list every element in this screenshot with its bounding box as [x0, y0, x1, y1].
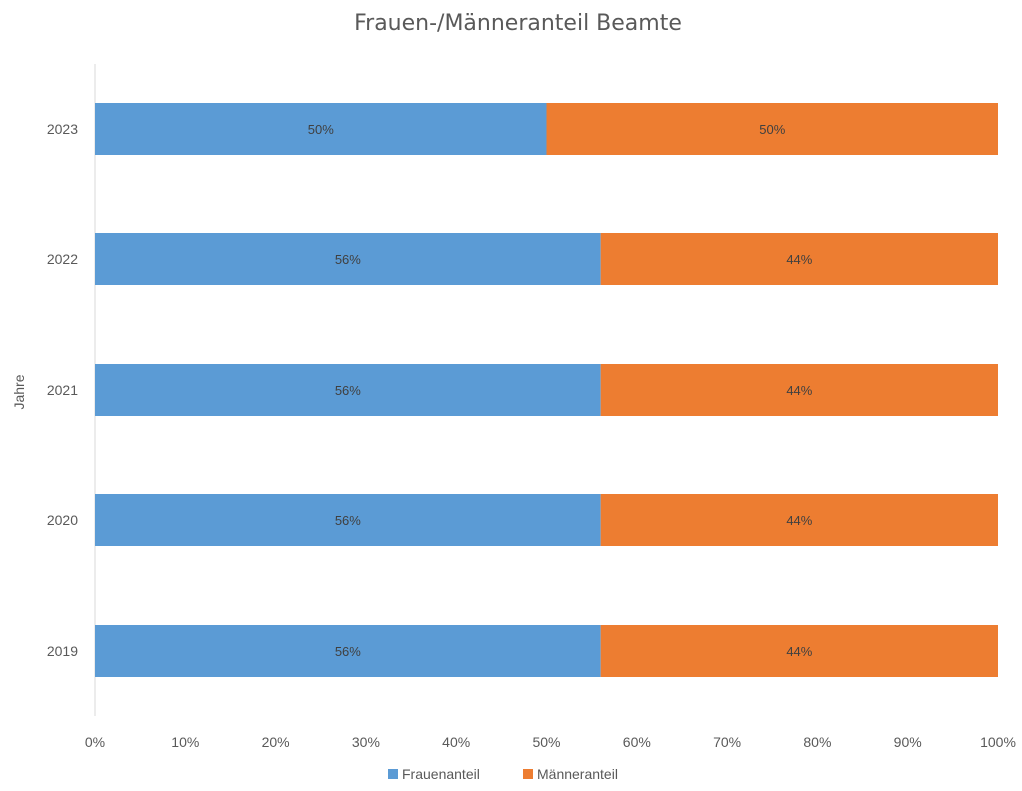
y-tick-labels: 2023 2022 2021 2020 2019 — [47, 121, 78, 659]
data-label: 50% — [759, 122, 785, 137]
y-tick-label: 2022 — [47, 251, 78, 267]
bar-segment-maenneranteil — [600, 625, 998, 677]
bar-segment-frauenanteil — [95, 494, 601, 546]
x-tick-label: 0% — [85, 734, 105, 750]
legend-swatch — [523, 769, 533, 779]
x-tick-label: 90% — [894, 734, 922, 750]
x-tick-label: 100% — [980, 734, 1016, 750]
data-label: 56% — [335, 383, 361, 398]
x-tick-label: 60% — [623, 734, 651, 750]
legend-swatch — [388, 769, 398, 779]
data-label: 44% — [786, 383, 812, 398]
legend: Frauenanteil Männeranteil — [388, 766, 618, 782]
chart-title: Frauen-/Männeranteil Beamte — [354, 11, 682, 36]
data-label: 44% — [786, 252, 812, 267]
data-label: 56% — [335, 644, 361, 659]
x-tick-labels: 0% 10% 20% 30% 40% 50% 60% 70% 80% 90% 100% — [85, 734, 1016, 750]
x-tick-label: 30% — [352, 734, 380, 750]
y-tick-label: 2021 — [47, 382, 78, 398]
bar-segment-frauenanteil — [95, 364, 601, 416]
x-tick-label: 70% — [713, 734, 741, 750]
data-label: 44% — [786, 513, 812, 528]
x-tick-label: 10% — [171, 734, 199, 750]
legend-label: Männeranteil — [537, 766, 618, 782]
data-label: 56% — [335, 513, 361, 528]
bar-segment-frauenanteil — [95, 233, 601, 285]
bar-segment-frauenanteil — [95, 625, 601, 677]
data-label: 44% — [786, 644, 812, 659]
data-label: 56% — [335, 252, 361, 267]
y-tick-label: 2023 — [47, 121, 78, 137]
bar-segment-maenneranteil — [546, 103, 998, 155]
x-tick-label: 80% — [803, 734, 831, 750]
bars-group: 50% 50% 56% 44% 56% 44% 56% 44% 56% 44% — [95, 103, 998, 677]
x-tick-label: 40% — [442, 734, 470, 750]
bar-segment-maenneranteil — [600, 494, 998, 546]
y-axis-title: Jahre — [11, 374, 27, 409]
bar-segment-maenneranteil — [600, 233, 998, 285]
y-tick-label: 2020 — [47, 512, 78, 528]
data-label: 50% — [308, 122, 334, 137]
bar-segment-maenneranteil — [600, 364, 998, 416]
y-tick-label: 2019 — [47, 643, 78, 659]
bar-segment-frauenanteil — [95, 103, 547, 155]
x-tick-label: 20% — [262, 734, 290, 750]
x-tick-label: 50% — [532, 734, 560, 750]
legend-label: Frauenanteil — [402, 766, 480, 782]
